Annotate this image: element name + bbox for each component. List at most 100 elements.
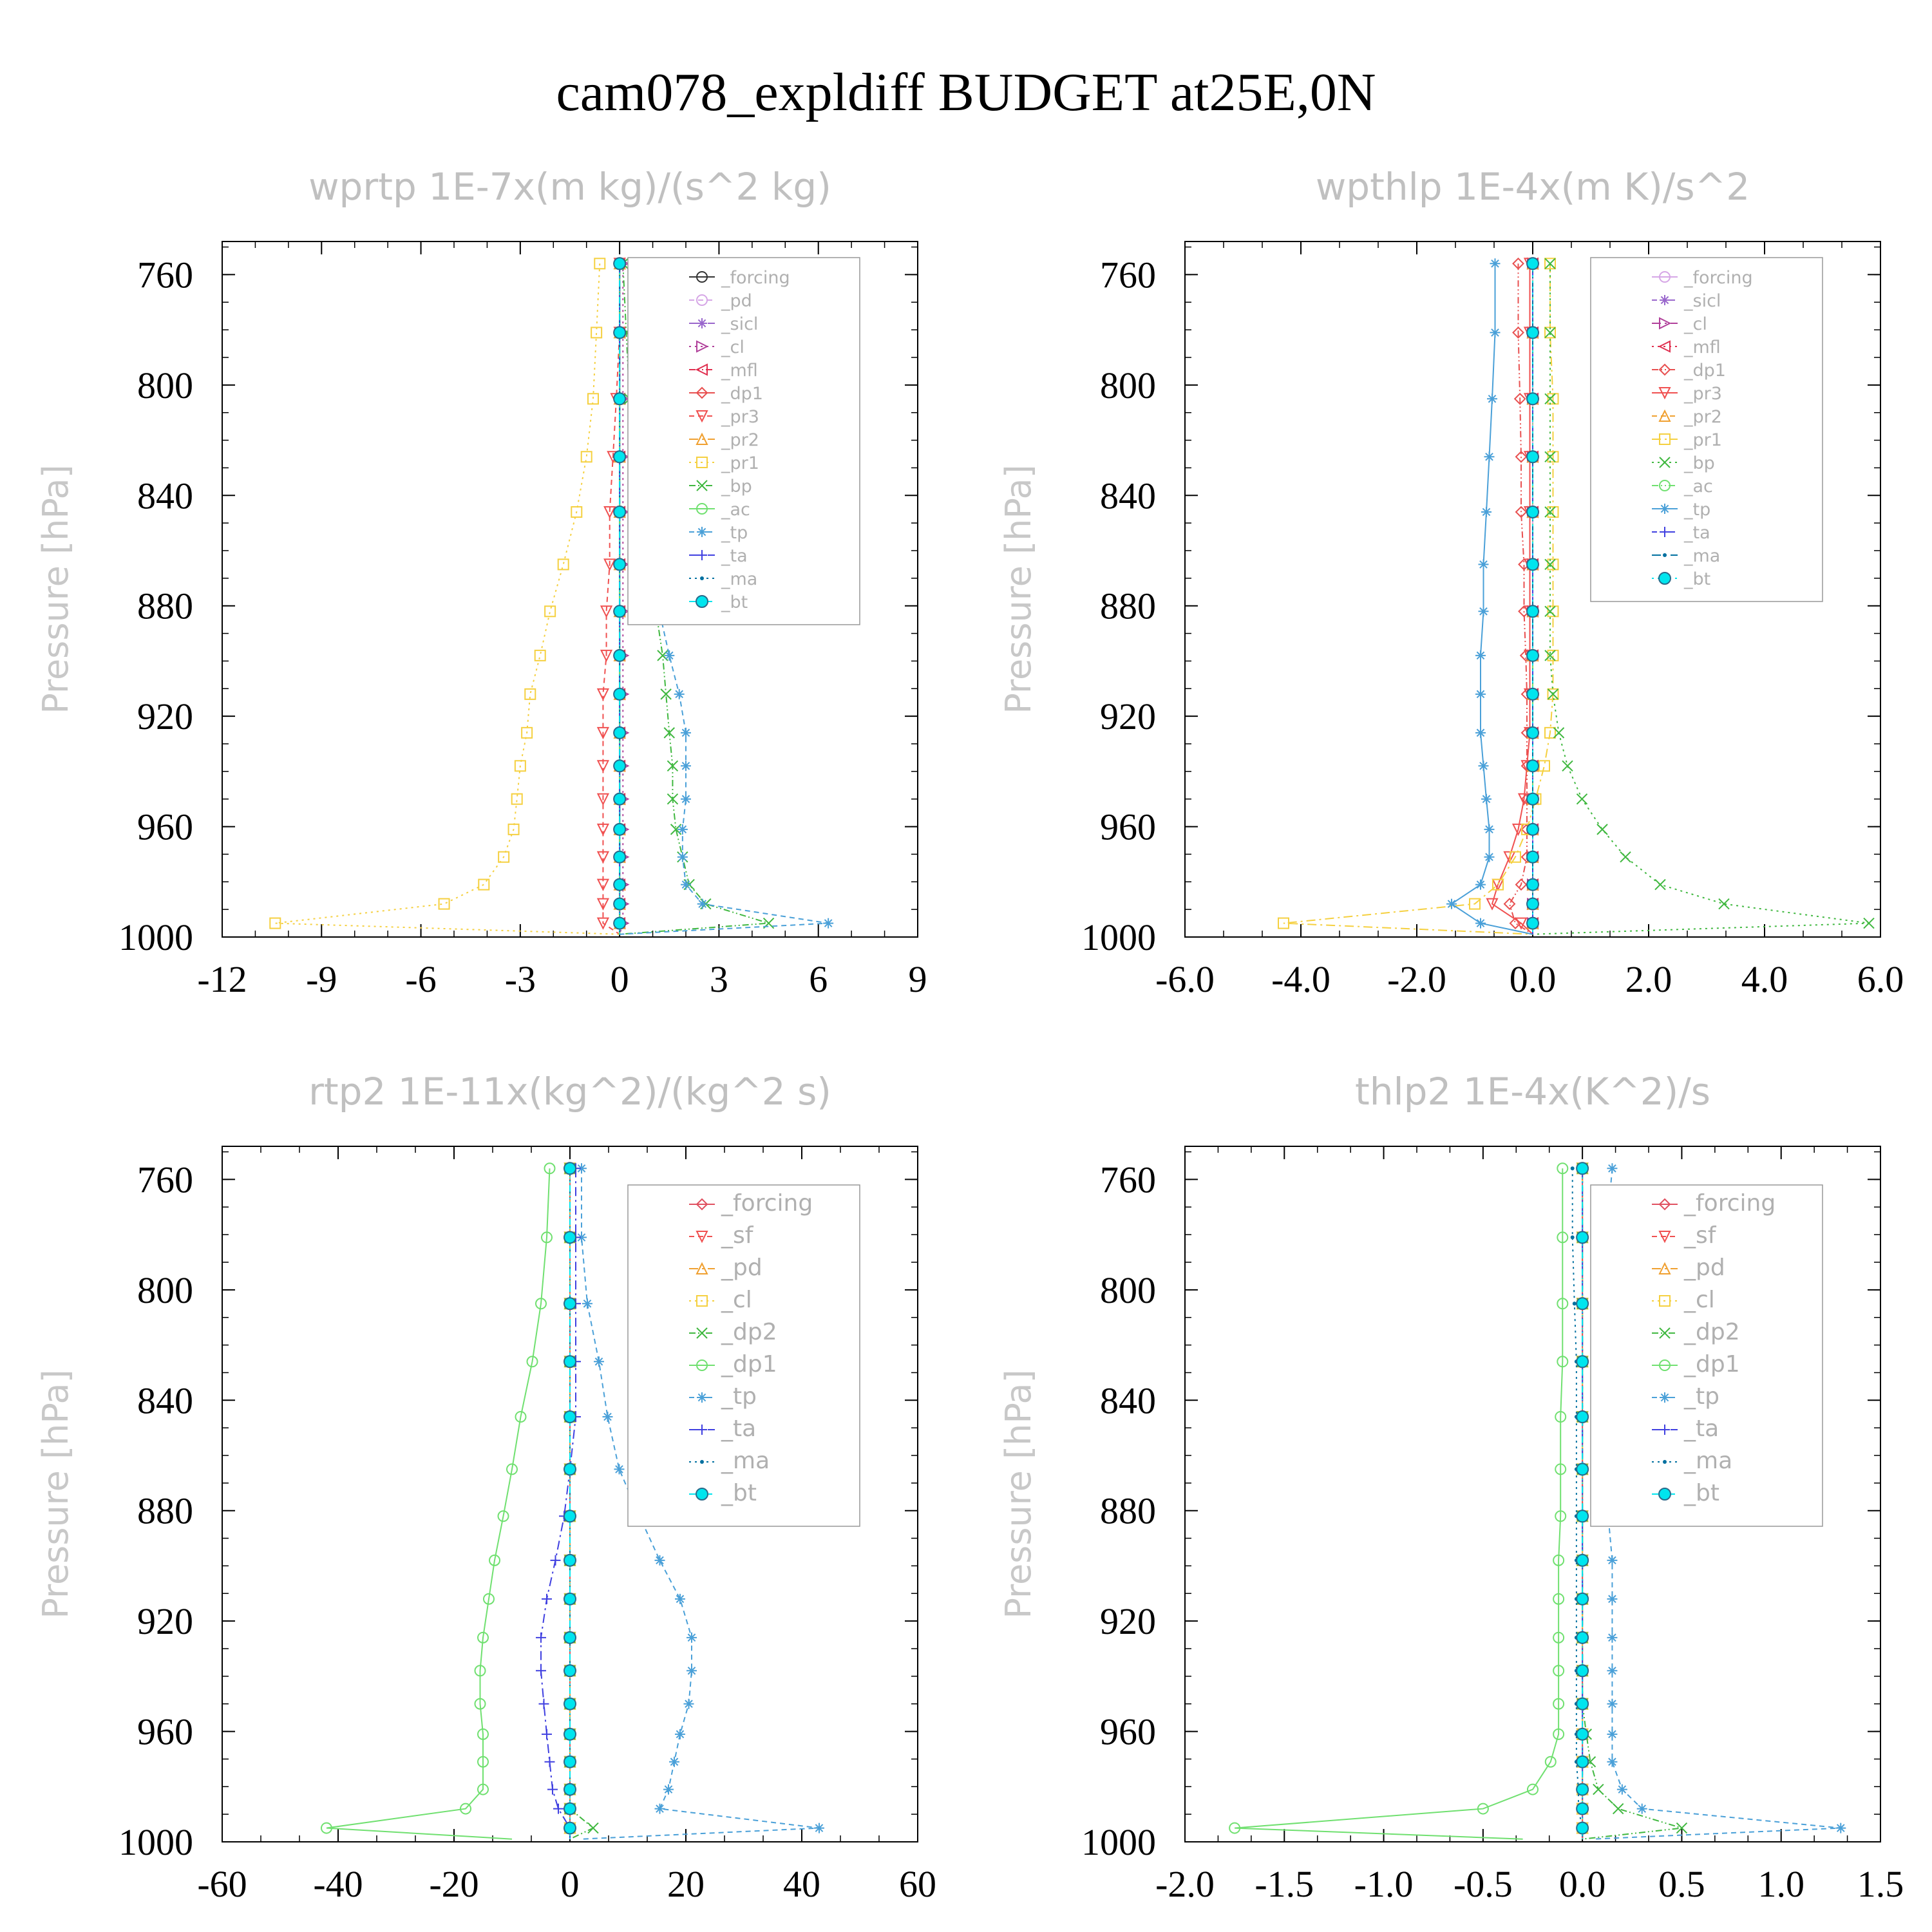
data-point [1512, 327, 1524, 339]
legend-label: _bt [721, 592, 748, 612]
data-point [1278, 917, 1289, 929]
data-point [823, 918, 834, 929]
x-tick-label: 6 [809, 958, 828, 1000]
data-point [1526, 649, 1539, 662]
y-tick-label: 1000 [118, 916, 193, 958]
series-line [1235, 1168, 1564, 1840]
legend-marker [1659, 1295, 1671, 1307]
legend-marker [696, 457, 708, 468]
y-tick-label: 1000 [1081, 916, 1156, 958]
data-point [683, 1698, 694, 1709]
data-point [1576, 1592, 1589, 1605]
legend-label: _ma [1683, 1448, 1732, 1474]
data-point [1526, 916, 1539, 930]
legend-label: _ac [721, 500, 750, 520]
y-tick-label: 840 [137, 1379, 193, 1421]
data-point [582, 1298, 592, 1309]
data-point [576, 1163, 587, 1174]
x-tick-label: 20 [667, 1863, 705, 1905]
data-point [697, 898, 708, 909]
data-point [1481, 793, 1492, 804]
legend-label: _bt [1683, 569, 1710, 589]
data-point [667, 793, 679, 805]
data-point [1484, 824, 1495, 835]
data-point [603, 506, 616, 519]
legend-label: _tp [721, 1383, 757, 1410]
data-point [542, 1593, 552, 1604]
data-point [1511, 823, 1525, 837]
y-tick-label: 920 [1100, 1600, 1156, 1642]
data-point [1478, 559, 1489, 570]
legend-marker [696, 1327, 708, 1339]
series-pr3 [596, 258, 626, 935]
data-point [587, 1822, 599, 1834]
legend-marker [697, 527, 707, 537]
legend-marker [696, 294, 708, 306]
data-point [681, 761, 691, 772]
legend-marker [1660, 527, 1670, 537]
series-pr1 [1278, 258, 1559, 935]
x-tick-label: -4.0 [1271, 958, 1331, 1000]
x-tick-label: 2.0 [1625, 958, 1672, 1000]
legend-box [627, 257, 860, 625]
data-point [600, 605, 613, 618]
x-tick-label: -0.5 [1454, 1863, 1513, 1905]
data-point [1553, 1665, 1565, 1677]
series-dp1 [321, 1162, 556, 1840]
panel-title: thlp2 1E-4x(K^2)/s [1355, 1070, 1710, 1113]
data-point [667, 760, 679, 772]
data-point [1475, 650, 1486, 661]
data-point [580, 451, 592, 463]
legend-label: _forcing [721, 1190, 813, 1217]
data-point [538, 1698, 549, 1709]
data-point [477, 1631, 489, 1643]
data-point [613, 506, 627, 518]
data-point [269, 917, 281, 929]
legend-marker [700, 1460, 704, 1464]
legend-label: _cl [721, 1287, 752, 1313]
data-point [1544, 258, 1556, 270]
data-point [1544, 327, 1556, 339]
y-tick-label: 840 [137, 475, 193, 516]
data-point [1492, 878, 1504, 891]
data-point [1547, 605, 1559, 618]
panel-title: wpthlp 1E-4x(m K)/s^2 [1316, 165, 1750, 209]
x-tick-label: -1.5 [1255, 1863, 1314, 1905]
legend-marker [696, 340, 709, 353]
data-point [1490, 327, 1501, 338]
figure-title: cam078_expldiff BUDGET at25E,0N [556, 62, 1376, 122]
data-point [524, 688, 536, 700]
data-point [675, 1593, 685, 1604]
data-point [507, 823, 520, 835]
legend-label: _bp [721, 477, 752, 497]
y-tick-label: 760 [1100, 1159, 1156, 1200]
chart-panel-1: wprtp 1E-7x(m kg)/(s^2 kg) Pressure [hPa]… [35, 165, 927, 1000]
data-point [1475, 918, 1486, 929]
legend-label: _ma [1683, 546, 1720, 566]
y-tick-label: 880 [137, 1490, 193, 1532]
data-point [1526, 450, 1539, 464]
data-point [1503, 898, 1516, 910]
data-point [564, 1783, 576, 1796]
data-point [596, 726, 610, 740]
data-point [477, 1756, 489, 1768]
legend-label: _pd [721, 1255, 762, 1281]
legend-label: _dp1 [1683, 1351, 1740, 1378]
data-point [536, 1632, 546, 1643]
legend-label: _ma [721, 569, 757, 589]
data-point [1547, 688, 1559, 700]
x-tick-label: -2.0 [1387, 958, 1446, 1000]
data-point [550, 1555, 561, 1566]
x-tick-label: 60 [899, 1863, 936, 1905]
data-point [536, 1665, 546, 1676]
legend-label: _pr1 [1683, 430, 1722, 450]
data-point [1526, 726, 1539, 739]
x-tick-label: -2.0 [1155, 1863, 1215, 1905]
legend-label: _bp [1683, 453, 1715, 473]
data-point [497, 1510, 509, 1522]
data-point [1526, 850, 1539, 864]
chart-panel-2: wpthlp 1E-4x(m K)/s^2 Pressure [hPa] -6.0 -… [998, 165, 1904, 1000]
plot-frame [222, 241, 918, 938]
legend-marker [696, 1198, 708, 1211]
